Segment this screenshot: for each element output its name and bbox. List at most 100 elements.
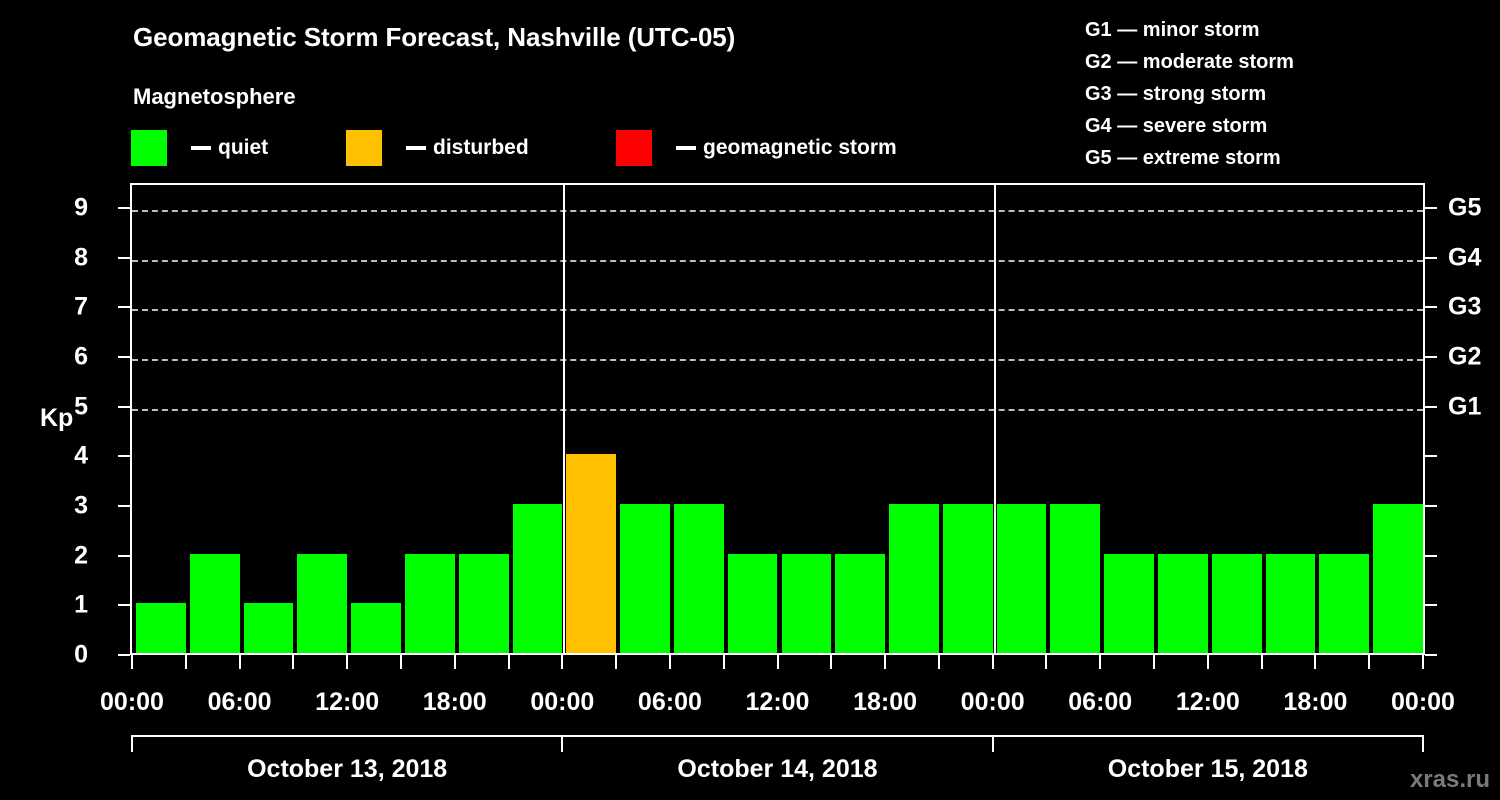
x-tick-mark-h42 <box>884 655 887 669</box>
right-tick-mark-1 <box>1425 604 1437 607</box>
x-tick-mark-h15 <box>399 655 402 669</box>
bar-23 <box>1373 503 1423 653</box>
y-tick-mark-5 <box>118 405 130 408</box>
x-tick-label-2: 12:00 <box>315 688 380 716</box>
x-tick-mark-h60 <box>1206 655 1209 669</box>
x-tick-mark-h51 <box>1045 655 1048 669</box>
day-divider-hour-48 <box>993 185 996 653</box>
x-tick-mark-h36 <box>776 655 779 669</box>
bar-10 <box>673 503 724 653</box>
chart-subtitle: Magnetosphere <box>133 84 296 109</box>
y-tick-mark-1 <box>118 604 130 607</box>
x-tick-label-5: 06:00 <box>637 688 702 716</box>
x-tick-label-4: 00:00 <box>530 688 595 716</box>
right-tick-mark-9 <box>1425 206 1437 209</box>
right-tick-mark-7 <box>1425 306 1437 309</box>
bar-8 <box>566 454 617 653</box>
right-tick-mark-6 <box>1425 355 1437 358</box>
right-tick-mark-3 <box>1425 504 1437 507</box>
g-legend-line-3: G3 — strong storm <box>1085 83 1267 105</box>
x-tick-label-11: 18:00 <box>1283 688 1348 716</box>
bar-15 <box>942 503 993 653</box>
plot-area <box>130 183 1425 655</box>
y-tick-label-9: 9 <box>74 193 88 222</box>
legend-swatch-geomagnetic-storm <box>616 130 652 166</box>
bar-16 <box>996 503 1047 653</box>
legend-dash-icon <box>406 146 426 150</box>
right-tick-mark-5 <box>1425 405 1437 408</box>
g-legend-line-1: G1 — minor storm <box>1085 19 1260 41</box>
legend-dash-icon <box>191 146 211 150</box>
legend-swatch-quiet <box>131 130 167 166</box>
y-tick-label-1: 1 <box>74 590 88 619</box>
plot-inner <box>132 185 1423 653</box>
x-tick-label-3: 18:00 <box>422 688 487 716</box>
y-tick-mark-6 <box>118 355 130 358</box>
bar-18 <box>1104 553 1155 653</box>
day-label-1: October 13, 2018 <box>247 755 448 783</box>
right-tick-mark-2 <box>1425 554 1437 557</box>
bar-11 <box>727 553 778 653</box>
day-bracket-2 <box>561 735 994 752</box>
y-tick-label-7: 7 <box>74 292 88 321</box>
gridline-kp-8 <box>132 259 1423 262</box>
x-tick-mark-h9 <box>292 655 295 669</box>
y-tick-mark-2 <box>118 554 130 557</box>
legend-swatch-disturbed <box>346 130 382 166</box>
x-tick-label-8: 00:00 <box>960 688 1025 716</box>
legend-entry-geomagnetic-storm: geomagnetic storm <box>616 128 897 168</box>
gridline-kp-9 <box>132 209 1423 212</box>
legend-label-geomagnetic-storm: geomagnetic storm <box>703 136 897 159</box>
bar-1 <box>189 553 240 653</box>
x-tick-mark-h66 <box>1314 655 1317 669</box>
bar-5 <box>404 553 455 653</box>
y-tick-mark-3 <box>118 504 130 507</box>
bar-14 <box>889 503 939 653</box>
y-tick-label-0: 0 <box>74 640 88 669</box>
y-tick-label-8: 8 <box>74 243 88 272</box>
x-tick-mark-h33 <box>722 655 725 669</box>
y-tick-label-5: 5 <box>74 392 88 421</box>
x-tick-label-1: 06:00 <box>207 688 272 716</box>
x-tick-label-12: 00:00 <box>1391 688 1455 716</box>
page-title: Geomagnetic Storm Forecast, Nashville (U… <box>133 22 736 52</box>
bar-4 <box>351 603 401 653</box>
day-bracket-3 <box>991 735 1424 752</box>
x-tick-label-0: 00:00 <box>100 688 164 716</box>
x-tick-mark-h12 <box>346 655 349 669</box>
x-tick-label-7: 18:00 <box>853 688 918 716</box>
right-tick-mark-0 <box>1425 654 1437 656</box>
g-tick-label-G4: G4 <box>1448 243 1482 272</box>
bar-20 <box>1211 553 1262 653</box>
bar-13 <box>835 553 886 653</box>
right-tick-mark-8 <box>1425 256 1437 259</box>
y-tick-label-2: 2 <box>74 541 88 570</box>
y-axis-title: Kp <box>40 404 74 432</box>
legend-entry-quiet: quiet <box>131 128 268 168</box>
bar-2 <box>243 603 294 653</box>
bar-9 <box>620 503 670 653</box>
gridline-kp-7 <box>132 309 1423 312</box>
x-tick-mark-h39 <box>830 655 833 669</box>
x-tick-mark-h6 <box>238 655 241 669</box>
bar-17 <box>1050 503 1101 653</box>
x-tick-mark-h45 <box>937 655 940 669</box>
x-tick-mark-h57 <box>1153 655 1156 669</box>
g-tick-label-G3: G3 <box>1448 292 1482 321</box>
day-divider-hour-24 <box>563 185 566 653</box>
x-tick-mark-h48 <box>991 655 994 669</box>
x-tick-mark-h27 <box>615 655 618 669</box>
gridline-kp-5 <box>132 408 1423 411</box>
legend-label-disturbed: disturbed <box>433 136 529 159</box>
y-tick-mark-0 <box>118 654 130 656</box>
day-bracket-1 <box>131 735 564 752</box>
legend-dash-icon <box>676 146 696 150</box>
x-tick-label-10: 12:00 <box>1175 688 1240 716</box>
g-legend-line-5: G5 — extreme storm <box>1085 147 1281 169</box>
x-tick-mark-h0 <box>131 655 133 669</box>
bar-0 <box>136 603 186 653</box>
y-tick-mark-8 <box>118 256 130 259</box>
y-tick-label-4: 4 <box>74 441 88 470</box>
g-scale-legend: G1 — minor storm G2 — moderate storm G3 — … <box>1066 14 1486 174</box>
x-tick-mark-h18 <box>453 655 456 669</box>
